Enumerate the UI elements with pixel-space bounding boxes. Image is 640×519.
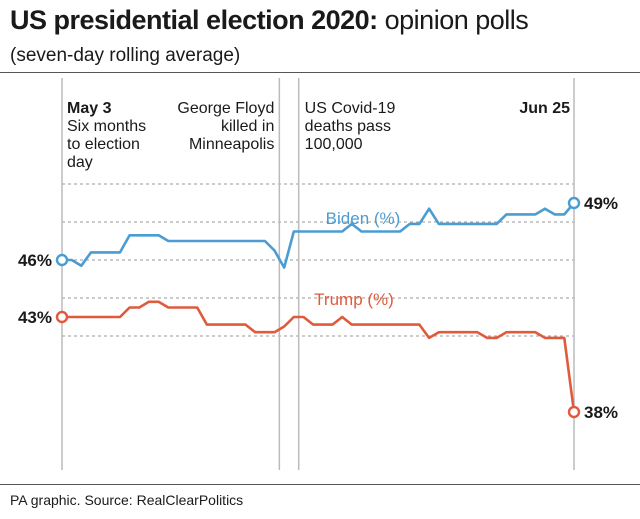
annotation-1-line-0: George Floyd [177, 100, 274, 117]
series-line-0 [62, 202, 575, 269]
series-end-label-0: 49% [584, 194, 618, 213]
series-line-1 [62, 300, 576, 413]
annotation-2-line-0: US Covid-19 [305, 100, 396, 117]
annotation-2-line-1: deaths pass [305, 118, 391, 135]
series-end-marker-0 [567, 196, 581, 210]
series-name-label-1: Trump (%) [314, 290, 394, 309]
series-start-marker-0 [55, 253, 69, 267]
series-name-label-0: Biden (%) [326, 209, 401, 228]
annotation-1-line-1: killed in [221, 118, 274, 135]
series-end-label-1: 38% [584, 403, 618, 422]
series-start-label-1: 43% [18, 308, 52, 327]
annotation-3-line-0: Jun 25 [519, 100, 570, 117]
annotation-0-line-3: day [67, 154, 93, 171]
annotation-0-line-2: to election [67, 136, 140, 153]
annotation-2-line-2: 100,000 [305, 136, 363, 153]
chart-title-bold: US presidential election 2020: [10, 5, 378, 35]
series-end-marker-1 [567, 405, 581, 419]
annotation-0-line-0: May 3 [67, 100, 112, 117]
chart-title-light: opinion polls [377, 5, 529, 35]
series-start-label-0: 46% [18, 251, 52, 270]
series-start-marker-1 [55, 310, 69, 324]
annotation-0-line-1: Six months [67, 118, 146, 135]
chart-title: US presidential election 2020: opinion p… [10, 4, 529, 36]
bottom-rule [0, 484, 640, 485]
annotation-1-line-2: Minneapolis [189, 136, 274, 153]
source-note: PA graphic. Source: RealClearPolitics [10, 492, 244, 508]
top-rule [0, 72, 640, 73]
chart-subtitle: (seven-day rolling average) [10, 45, 241, 66]
